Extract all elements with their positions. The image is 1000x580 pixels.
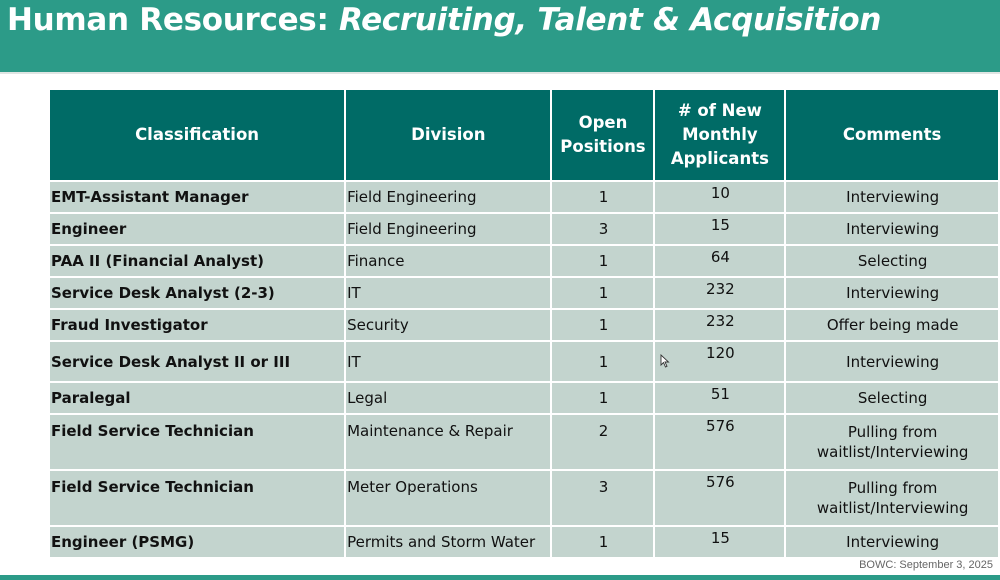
cell-comments: Selecting: [784, 244, 1000, 278]
cell-applicants: 10: [653, 180, 787, 214]
cell-open-positions: 1: [550, 308, 656, 342]
cell-classification: Engineer: [47, 212, 347, 246]
cell-classification: Field Service Technician: [47, 413, 347, 471]
cell-comments: Interviewing: [784, 180, 1000, 214]
cell-classification: Service Desk Analyst (2-3): [47, 276, 347, 310]
cell-comments: Interviewing: [784, 212, 1000, 246]
table-row: Field Service Technician Maintenance & R…: [47, 413, 1000, 471]
table-row: Service Desk Analyst II or III IT 1 120 …: [47, 340, 1000, 383]
cell-open-positions: 1: [550, 525, 656, 559]
cell-open-positions: 1: [550, 340, 656, 383]
cell-comments: Pulling from waitlist/Interviewing: [784, 469, 1000, 527]
cell-division: IT: [344, 340, 553, 383]
col-header-comments: Comments: [784, 88, 1000, 182]
col-header-division: Division: [344, 88, 553, 182]
title-italic: Recruiting, Talent & Acquisition: [339, 2, 882, 38]
cell-open-positions: 1: [550, 244, 656, 278]
cell-classification: EMT-Assistant Manager: [47, 180, 347, 214]
bottom-accent-bar: [0, 575, 1000, 580]
cell-comments: Selecting: [784, 381, 1000, 415]
cell-classification: Paralegal: [47, 381, 347, 415]
cell-applicants: 51: [653, 381, 787, 415]
cell-comments: Interviewing: [784, 276, 1000, 310]
title-banner: Human Resources: Recruiting, Talent & Ac…: [0, 0, 1000, 72]
table-row: Service Desk Analyst (2-3) IT 1 232 Inte…: [47, 276, 1000, 310]
table-row: Engineer Field Engineering 3 15 Intervie…: [47, 212, 1000, 246]
cell-division: Field Engineering: [344, 212, 553, 246]
cell-comments: Interviewing: [784, 340, 1000, 383]
cell-division: IT: [344, 276, 553, 310]
cell-comments: Interviewing: [784, 525, 1000, 559]
table-row: Engineer (PSMG) Permits and Storm Water …: [47, 525, 1000, 559]
table-row: Paralegal Legal 1 51 Selecting: [47, 381, 1000, 415]
title-plain: Human Resources:: [7, 2, 340, 38]
cell-comments: Pulling from waitlist/Interviewing: [784, 413, 1000, 471]
cell-division: Maintenance & Repair: [344, 413, 553, 471]
cell-division: Legal: [344, 381, 553, 415]
cell-applicants: 64: [653, 244, 787, 278]
cell-classification: Fraud Investigator: [47, 308, 347, 342]
recruiting-table: Classification Division Open Positions #…: [47, 88, 1000, 559]
cell-open-positions: 3: [550, 212, 656, 246]
header-divider: [0, 72, 1000, 74]
table-header-row: Classification Division Open Positions #…: [47, 88, 1000, 182]
cell-applicants: 232: [653, 308, 787, 342]
col-header-open-positions: Open Positions: [550, 88, 656, 182]
cell-open-positions: 3: [550, 469, 656, 527]
mouse-pointer-icon: [660, 353, 670, 368]
cell-applicants: 232: [653, 276, 787, 310]
cell-classification: Field Service Technician: [47, 469, 347, 527]
cell-classification: PAA II (Financial Analyst): [47, 244, 347, 278]
cell-applicants: 576: [653, 469, 787, 527]
col-header-monthly-applicants: # of New Monthly Applicants: [653, 88, 787, 182]
table-row: PAA II (Financial Analyst) Finance 1 64 …: [47, 244, 1000, 278]
cell-division: Meter Operations: [344, 469, 553, 527]
cell-classification: Engineer (PSMG): [47, 525, 347, 559]
table-row: EMT-Assistant Manager Field Engineering …: [47, 180, 1000, 214]
table-row: Field Service Technician Meter Operation…: [47, 469, 1000, 527]
page-title: Human Resources: Recruiting, Talent & Ac…: [7, 2, 881, 38]
cell-open-positions: 2: [550, 413, 656, 471]
cell-applicants: 15: [653, 525, 787, 559]
cell-applicants: 15: [653, 212, 787, 246]
cell-applicants: 120: [653, 340, 787, 383]
cell-classification: Service Desk Analyst II or III: [47, 340, 347, 383]
cell-comments: Offer being made: [784, 308, 1000, 342]
cell-division: Field Engineering: [344, 180, 553, 214]
cell-division: Permits and Storm Water: [344, 525, 553, 559]
table-row: Fraud Investigator Security 1 232 Offer …: [47, 308, 1000, 342]
footer-date-note: BOWC: September 3, 2025: [859, 559, 993, 571]
cell-open-positions: 1: [550, 276, 656, 310]
cell-division: Security: [344, 308, 553, 342]
cell-division: Finance: [344, 244, 553, 278]
col-header-classification: Classification: [47, 88, 347, 182]
cell-applicants: 576: [653, 413, 787, 471]
cell-open-positions: 1: [550, 180, 656, 214]
cell-open-positions: 1: [550, 381, 656, 415]
